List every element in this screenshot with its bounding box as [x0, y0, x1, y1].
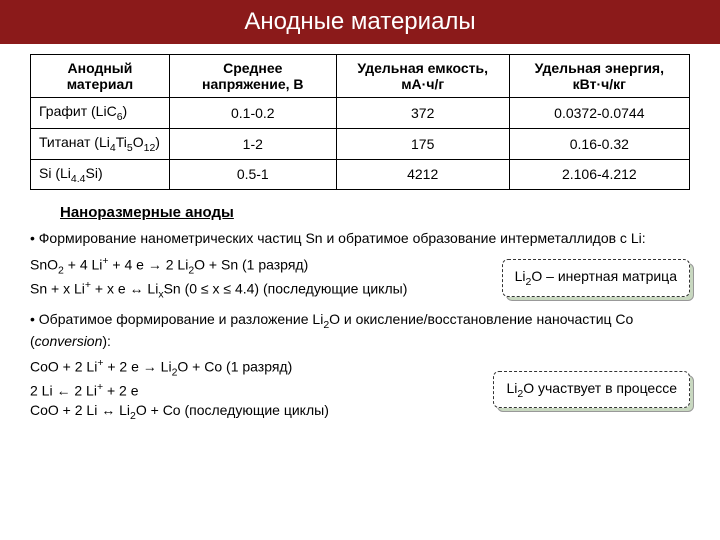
slide-title: Анодные материалы — [0, 0, 720, 44]
cell-capacity: 372 — [336, 98, 509, 129]
equation-3: CoO + 2 Li+ + 2 e → Li2O + Co (1 разряд) — [30, 356, 329, 380]
cell-energy: 0.0372-0.0744 — [509, 98, 689, 129]
cell-material: Si (Li4.4Si) — [31, 159, 170, 190]
cell-material: Графит (LiC6) — [31, 98, 170, 129]
cell-capacity: 175 — [336, 128, 509, 159]
bullet-sn: • Формирование нанометрических частиц Sn… — [30, 229, 690, 248]
equation-2: Sn + x Li+ + x e ↔ LixSn (0 ≤ x ≤ 4.4) (… — [30, 278, 407, 302]
cell-material: Титанат (Li4Ti5O12) — [31, 128, 170, 159]
anode-table: Анодный материал Среднее напряжение, В У… — [30, 54, 690, 190]
section-nanoscale-title: Наноразмерные аноды — [60, 204, 690, 221]
table-row: Титанат (Li4Ti5O12)1-21750.16-0.32 — [31, 128, 690, 159]
cell-energy: 2.106-4.212 — [509, 159, 689, 190]
equation-1: SnO2 + 4 Li+ + 4 e → 2 Li2O + Sn (1 разр… — [30, 254, 407, 278]
cell-voltage: 0.1-0.2 — [169, 98, 336, 129]
col-material: Анодный материал — [31, 55, 170, 98]
col-voltage: Среднее напряжение, В — [169, 55, 336, 98]
col-capacity: Удельная емкость, мА·ч/г — [336, 55, 509, 98]
cell-energy: 0.16-0.32 — [509, 128, 689, 159]
table-body: Графит (LiC6)0.1-0.23720.0372-0.0744Тита… — [31, 98, 690, 190]
table-row: Si (Li4.4Si)0.5-142122.106-4.212 — [31, 159, 690, 190]
table-row: Графит (LiC6)0.1-0.23720.0372-0.0744 — [31, 98, 690, 129]
callout-text-1: Li2O – инертная матрица — [502, 259, 690, 297]
col-energy: Удельная энергия, кВт·ч/кг — [509, 55, 689, 98]
callout-participates: Li2O участвует в процессе — [493, 371, 690, 409]
cell-capacity: 4212 — [336, 159, 509, 190]
equation-4: 2 Li ← 2 Li+ + 2 e — [30, 380, 329, 401]
slide-content: Анодный материал Среднее напряжение, В У… — [0, 44, 720, 437]
cell-voltage: 1-2 — [169, 128, 336, 159]
cell-voltage: 0.5-1 — [169, 159, 336, 190]
bullet-co: • Обратимое формирование и разложение Li… — [30, 310, 690, 351]
callout-text-2: Li2O участвует в процессе — [493, 371, 690, 409]
equation-5: CoO + 2 Li ↔ Li2O + Co (последующие цикл… — [30, 401, 329, 423]
callout-inert-matrix: Li2O – инертная матрица — [502, 259, 690, 297]
